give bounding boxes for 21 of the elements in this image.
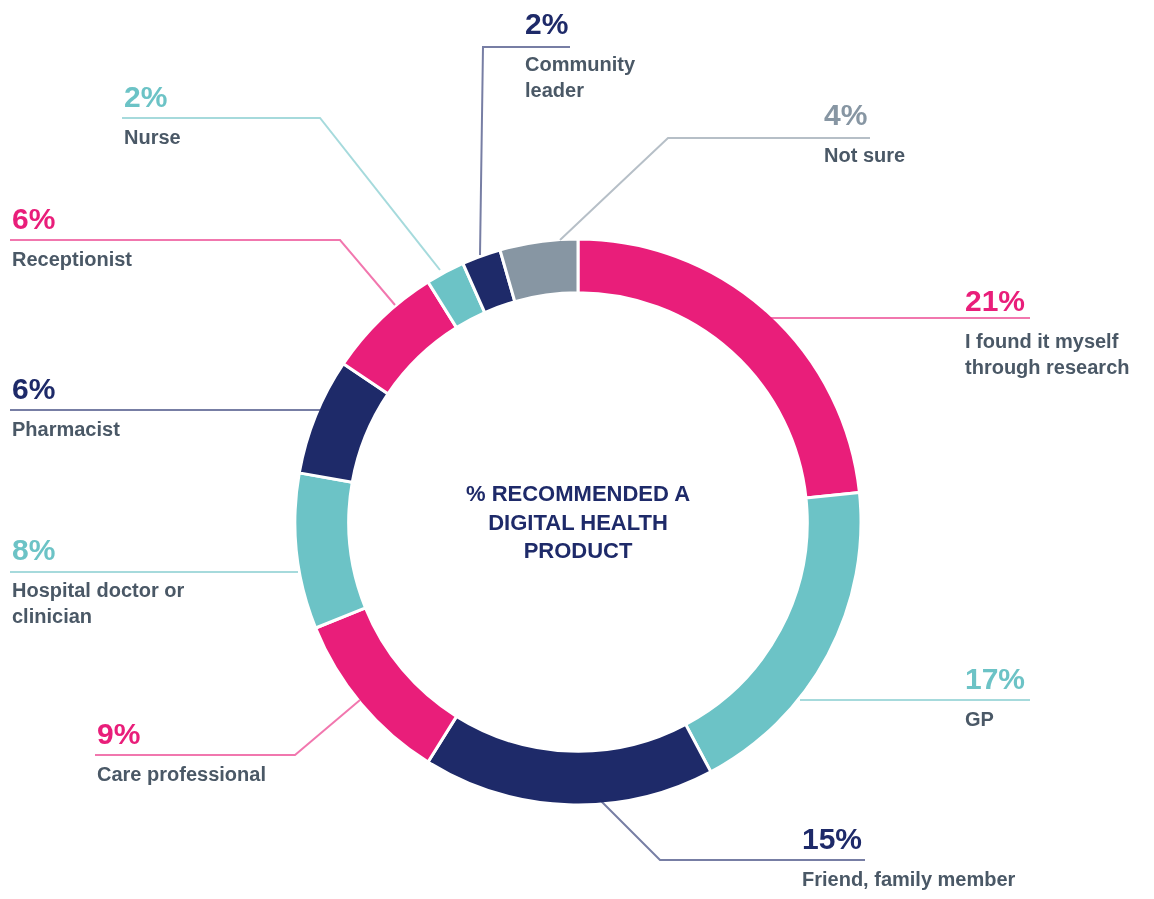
slice-label: GP [965, 708, 994, 730]
data-label: 21% [965, 284, 1026, 317]
slice-label: Not sure [824, 144, 906, 166]
slice-label: Hospital doctor or clinician [12, 579, 185, 627]
data-label: 2% [525, 7, 569, 40]
text: % RECOMMENDED A DIGITAL HEALTH PRODUCT [466, 481, 691, 564]
slice-label: Nurse [124, 126, 181, 148]
slice-label: Community leader [525, 53, 636, 101]
data-label: 2% [124, 80, 168, 113]
data-label: 6% [12, 202, 56, 235]
data-label: 15% [802, 822, 863, 855]
slice-label: Care professional [97, 763, 266, 785]
slice-label: Friend, family member [802, 868, 1016, 890]
data-label: 6% [12, 372, 56, 405]
data-label: 8% [12, 533, 56, 566]
slice-label: I found it myself through research [965, 330, 1130, 378]
data-label: 9% [97, 717, 141, 750]
data-label: 4% [824, 98, 868, 131]
slice-label: Receptionist [12, 248, 133, 270]
slice-label: Pharmacist [12, 418, 121, 440]
data-label: 17% [965, 662, 1026, 695]
